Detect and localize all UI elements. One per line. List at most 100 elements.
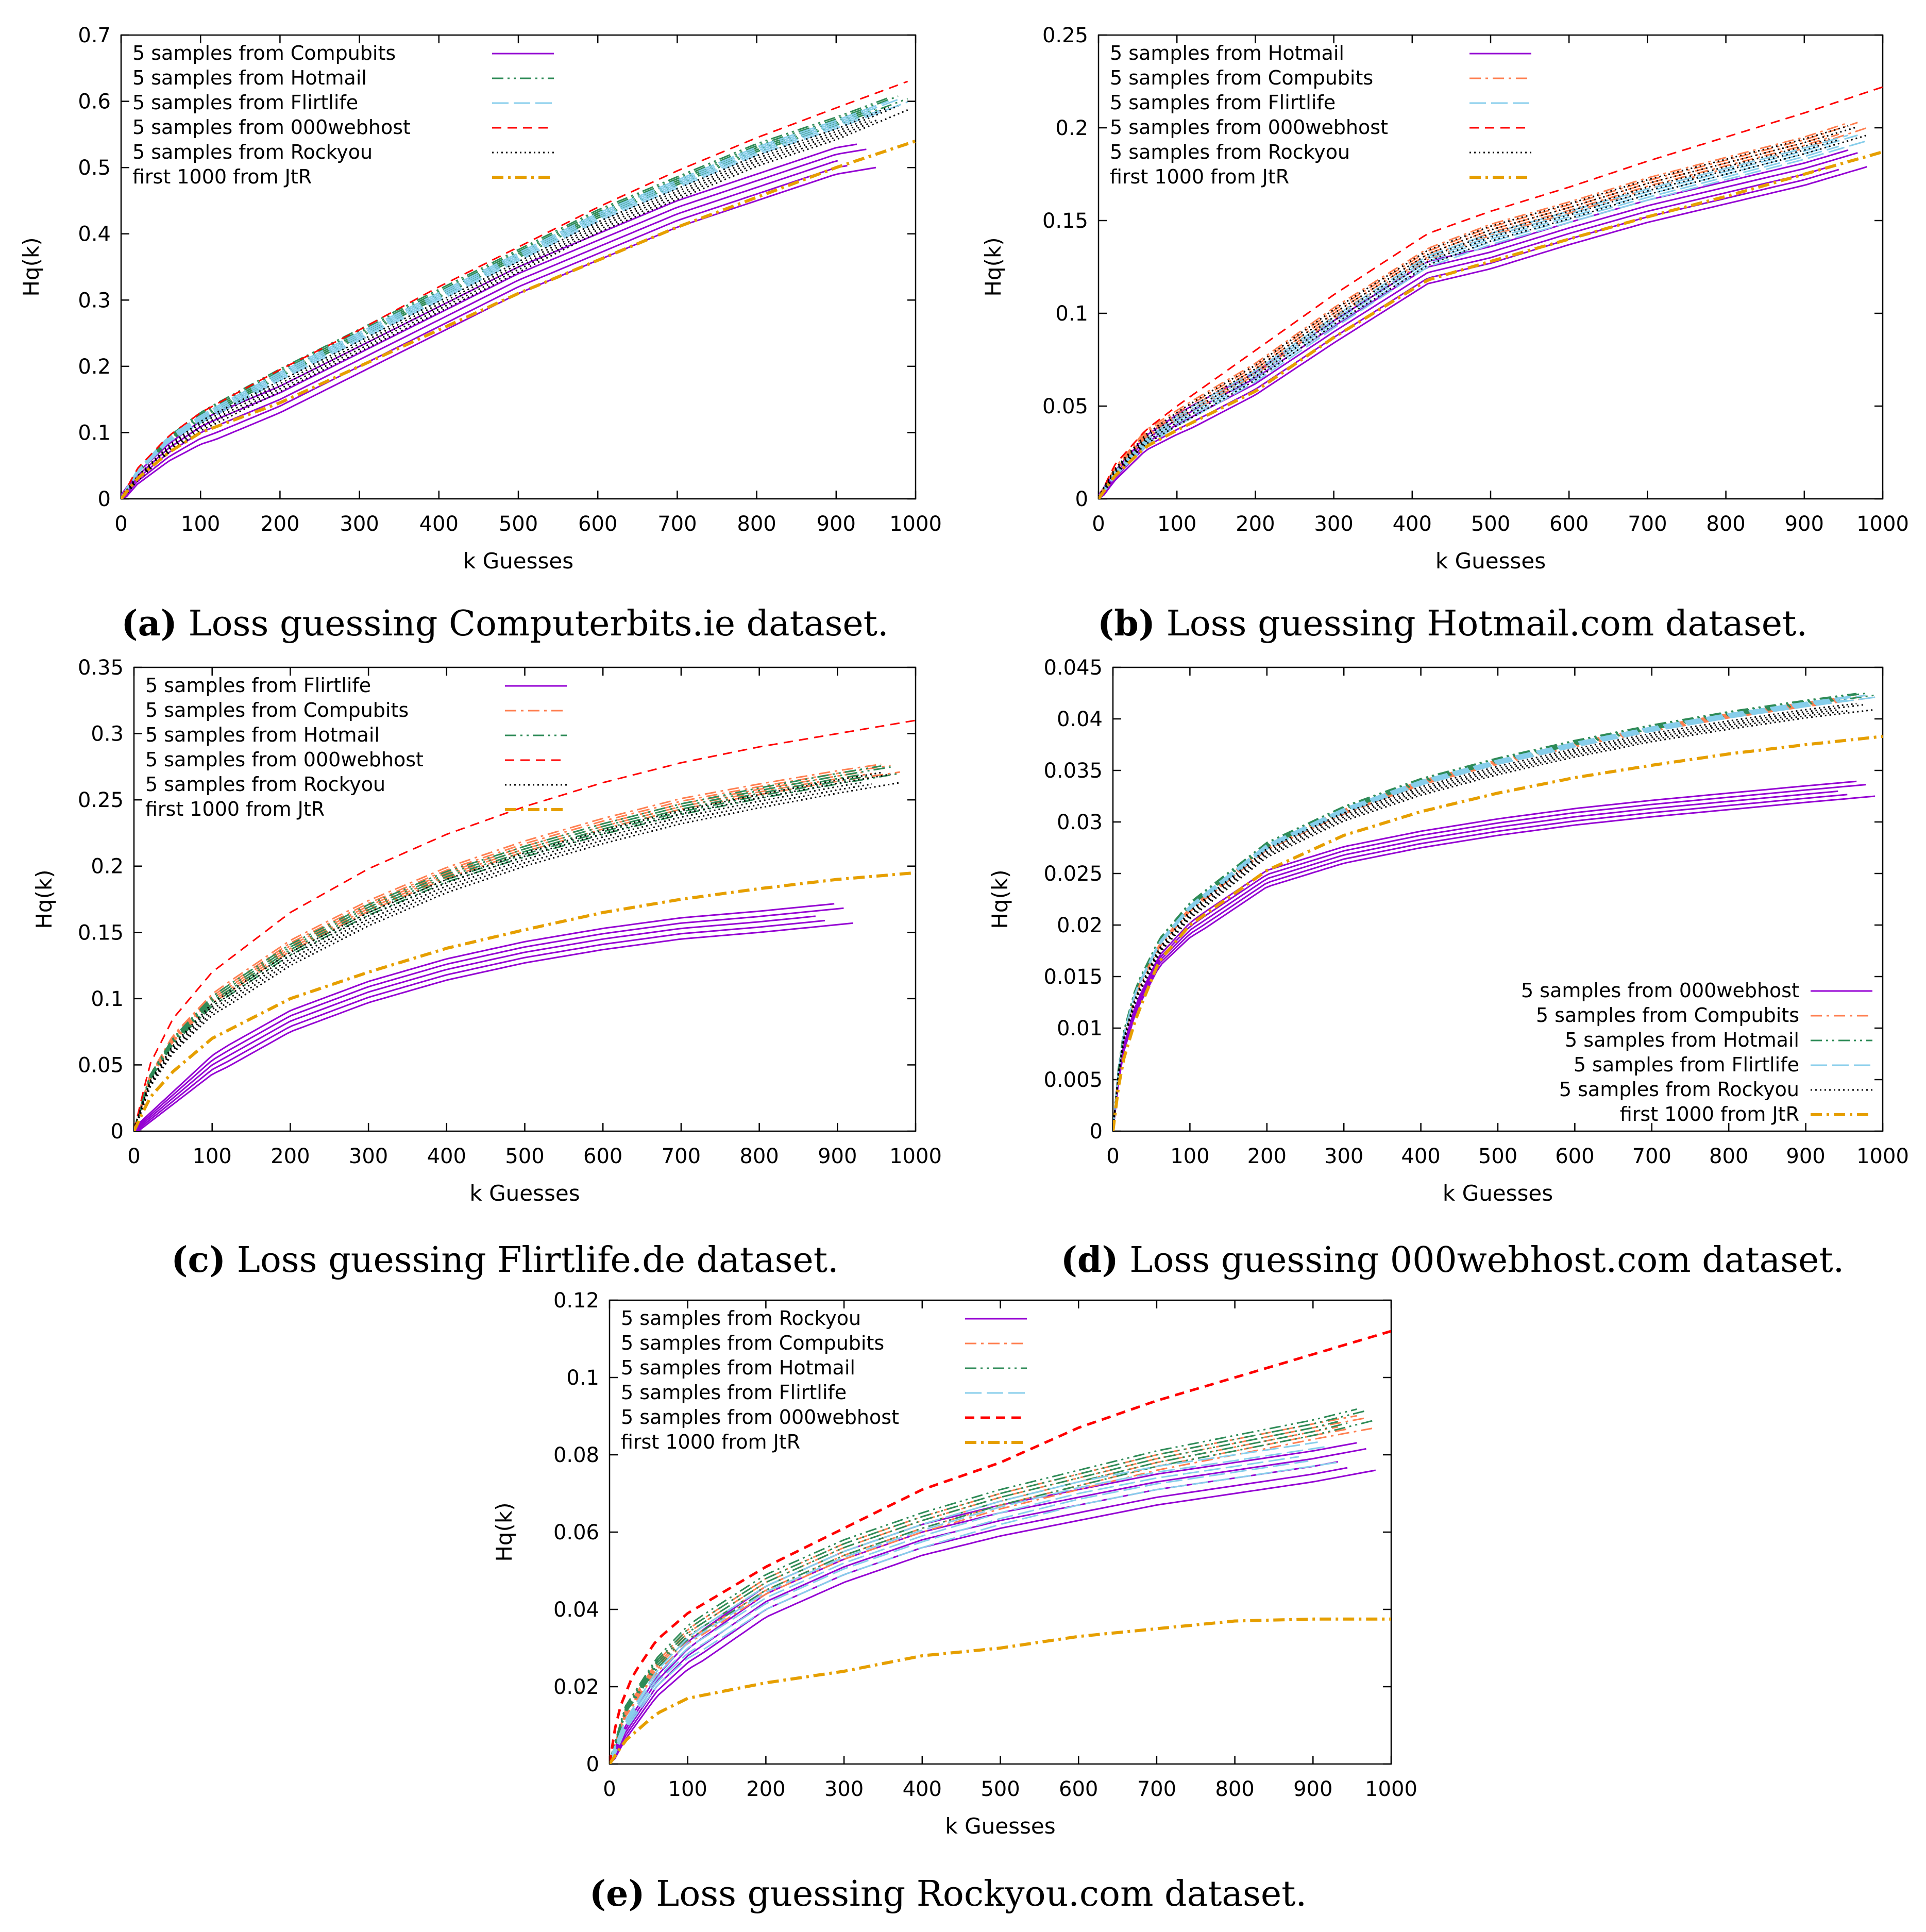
y-tick-label: 0.2 — [78, 355, 111, 379]
series-group — [121, 80, 916, 499]
series-line-coral — [610, 1426, 1339, 1764]
series-line-green — [610, 1422, 1348, 1764]
series-line-black — [1113, 702, 1857, 1130]
x-tick-label: 200 — [1247, 1145, 1287, 1168]
x-axis-label: k Guesses — [463, 548, 573, 574]
series-line-purple — [1099, 166, 1830, 499]
series-line-orange — [134, 871, 916, 1131]
series-line-skyblue — [1113, 699, 1838, 1131]
x-tick-label: 300 — [340, 512, 379, 536]
series-group — [134, 719, 916, 1131]
series-line-green — [610, 1419, 1376, 1764]
series-line-purple — [134, 907, 844, 1131]
y-tick-label: 0.15 — [1042, 209, 1088, 233]
x-tick-label: 800 — [1215, 1777, 1254, 1801]
series-line-coral — [134, 771, 863, 1131]
series-line-red — [610, 1330, 1391, 1764]
legend-label: 5 samples from Rockyou — [621, 1307, 861, 1330]
y-tick-label: 0.15 — [78, 921, 124, 945]
x-tick-label: 400 — [1401, 1145, 1440, 1168]
y-tick-label: 0.1 — [91, 987, 124, 1011]
x-tick-label: 100 — [181, 512, 220, 536]
series-line-purple — [121, 165, 848, 499]
y-tick-label: 0.08 — [553, 1443, 599, 1467]
x-tick-label: 600 — [583, 1145, 622, 1168]
caption-a-text: Loss guessing Computerbits.ie dataset. — [188, 603, 889, 644]
legend-label: 5 samples from Hotmail — [145, 724, 380, 746]
x-tick-label: 100 — [193, 1145, 232, 1168]
x-tick-label: 600 — [1555, 1145, 1594, 1168]
series-line-purple — [1099, 152, 1858, 498]
series-line-black — [1113, 709, 1838, 1131]
y-tick-label: 0.25 — [78, 788, 124, 812]
y-tick-label: 0.3 — [78, 289, 111, 312]
legend-label: 5 samples from Hotmail — [132, 66, 367, 89]
series-line-red — [1099, 86, 1883, 499]
y-tick-label: 0 — [98, 488, 111, 511]
series-line-skyblue — [121, 101, 908, 499]
series-group — [1099, 86, 1883, 499]
x-tick-label: 500 — [505, 1145, 544, 1168]
y-tick-label: 0.05 — [1042, 395, 1088, 418]
x-tick-label: 1000 — [1365, 1777, 1417, 1801]
y-tick-label: 0 — [1090, 1120, 1103, 1144]
series-line-green — [121, 95, 899, 499]
x-tick-label: 300 — [1314, 512, 1353, 536]
series-line-coral — [1113, 696, 1876, 1131]
y-tick-label: 0.1 — [566, 1366, 599, 1390]
series-line-black — [1113, 709, 1876, 1131]
series-line-purple — [610, 1442, 1357, 1760]
series-line-black — [134, 782, 900, 1131]
legend-label: 5 samples from Flirtlife — [1574, 1053, 1799, 1076]
series-line-purple — [134, 915, 816, 1131]
x-axis-label: k Guesses — [1435, 548, 1546, 574]
series-line-black — [121, 120, 870, 499]
x-tick-label: 500 — [499, 512, 538, 536]
legend-label: first 1000 from JtR — [1110, 165, 1289, 188]
series-line-skyblue — [1113, 699, 1848, 1131]
y-axis-label: Hq(k) — [31, 869, 57, 929]
caption-d-label: (d) — [1060, 1239, 1119, 1281]
legend-label: 5 samples from 000webhost — [145, 748, 424, 771]
y-tick-label: 0 — [1075, 488, 1088, 511]
y-axis-label: Hq(k) — [987, 869, 1012, 929]
series-line-orange — [610, 1617, 1391, 1764]
series-line-purple — [1113, 784, 1866, 1130]
y-tick-label: 0.7 — [78, 24, 111, 47]
chart-panel-d: 0 100 200 300 400 500 600 700 800 900 1000 0 0.005 0.… — [987, 656, 1909, 1206]
y-tick-label: 0.2 — [91, 855, 124, 879]
y-tick-label: 0.05 — [78, 1053, 124, 1077]
caption-e-label: (e) — [589, 1873, 645, 1914]
series-line-skyblue — [1099, 145, 1839, 499]
series-line-black — [121, 106, 889, 498]
series-line-coral — [134, 763, 882, 1130]
x-tick-label: 100 — [1157, 512, 1196, 536]
y-tick-label: 0 — [111, 1120, 124, 1144]
series-group — [1113, 692, 1883, 1131]
series-line-purple — [1113, 790, 1838, 1131]
series-line-orange — [121, 139, 916, 499]
x-tick-label: 700 — [1137, 1777, 1176, 1801]
legend-label: 5 samples from Flirtlife — [132, 91, 358, 114]
y-tick-label: 0.35 — [78, 656, 124, 680]
y-tick-label: 0.005 — [1043, 1068, 1103, 1092]
series-line-coral — [610, 1415, 1357, 1762]
series-group — [610, 1330, 1391, 1764]
y-tick-label: 0.04 — [1057, 708, 1103, 731]
series-line-black — [134, 783, 872, 1131]
series-line-black — [121, 109, 908, 499]
series-line-purple — [610, 1467, 1348, 1764]
x-tick-label: 800 — [737, 512, 776, 536]
series-line-skyblue — [610, 1446, 1327, 1763]
series-line-coral — [610, 1428, 1348, 1764]
y-tick-label: 0 — [586, 1753, 599, 1776]
series-line-coral — [1099, 133, 1830, 499]
y-tick-label: 0.015 — [1043, 965, 1103, 989]
chart-panel-b: 0 100 200 300 400 500 600 700 800 900 1000 0 0.05 0.1… — [981, 24, 1909, 574]
series-line-purple — [121, 148, 867, 498]
